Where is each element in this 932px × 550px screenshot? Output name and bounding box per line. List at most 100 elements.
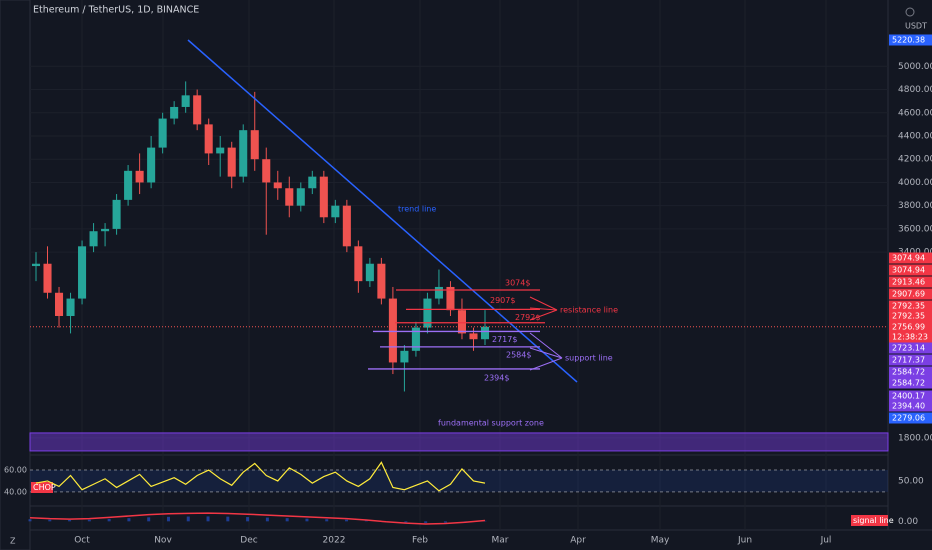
candle-body (377, 263, 386, 299)
x-tick-label: Apr (570, 536, 586, 546)
candle-body (262, 159, 271, 183)
signal-tag (851, 515, 888, 526)
price-tag (889, 288, 932, 300)
price-tag-label: 2907.69 (892, 290, 925, 299)
price-tag-label: 3074.94 (892, 254, 925, 263)
drawing: 5000.00 4800.00 4600.00 4400.00 4200.00 4000.… (4, 0, 932, 546)
price-tag-label: 2279.06 (892, 414, 925, 423)
price-tag-label: 2913.46 (892, 278, 925, 287)
candle-body (193, 95, 202, 125)
y-tick-label: 3800.00 (898, 201, 932, 211)
candle-body (331, 205, 340, 218)
price-tag-label: 2792.35 (892, 302, 925, 311)
candle-body (411, 327, 420, 351)
price-tag (889, 300, 932, 312)
arrow (529, 296, 558, 311)
resistance-label: resistance line (560, 306, 618, 315)
price-tag-label: 2717.37 (892, 356, 925, 365)
candle-body (250, 130, 259, 160)
level-label: 2907$ (490, 296, 515, 305)
arrow (529, 307, 558, 311)
chop-tag (31, 482, 53, 493)
candle-body (239, 130, 248, 177)
level-label: 2792$ (515, 313, 540, 322)
candle-body (273, 182, 282, 189)
candle-body (216, 147, 225, 154)
price-tag-label: 2756.99 (892, 323, 925, 332)
chop-band (30, 470, 888, 492)
price-tag (889, 390, 932, 402)
candle-body (101, 228, 110, 232)
candle-body (204, 124, 213, 154)
candle-body (423, 298, 432, 328)
timezone-icon[interactable]: Z (10, 537, 16, 546)
candle-body (296, 188, 305, 206)
price-tag-label: 2584.72 (892, 379, 925, 388)
price-tag-label: 2394.40 (892, 402, 925, 411)
price-tag (889, 354, 932, 366)
level-label: 2584$ (506, 350, 531, 359)
candle-body (31, 263, 41, 267)
settings-icon[interactable] (905, 7, 915, 17)
x-tick-label: May (651, 536, 670, 546)
left-toolbar[interactable] (0, 0, 31, 550)
arrow (529, 347, 563, 359)
x-tick-label: Mar (492, 536, 509, 546)
level-label: 3074$ (505, 278, 530, 287)
candle-body (285, 188, 294, 206)
chop-mid-label: 50.00 (898, 476, 924, 486)
zero-label: 0.00 (898, 517, 918, 527)
candle-body (227, 147, 236, 177)
candle-body (308, 176, 317, 189)
candle-body (434, 286, 443, 299)
support-zone (29, 432, 889, 452)
y-tick-label: 3600.00 (898, 224, 932, 234)
y-tick-label: 5000.00 (898, 62, 932, 72)
x-tick-label: 2022 (323, 536, 346, 546)
candle-body (89, 231, 98, 247)
trend-label: trend line (398, 205, 436, 214)
y-tick-label: 4200.00 (898, 155, 932, 165)
price-tag-label: 2584.72 (892, 368, 925, 377)
x-tick-label: Nov (154, 536, 172, 546)
price-tag-label: 2400.17 (892, 392, 925, 401)
level-label: 2394$ (484, 373, 509, 382)
candle-body (469, 333, 478, 340)
price-tag (889, 264, 932, 276)
price-tag (889, 34, 932, 46)
price-tag-label: 12:38:23 (892, 333, 928, 342)
x-tick-label: Oct (74, 536, 90, 546)
chop-tick-label: 60.00 (4, 466, 27, 475)
y-tick-label: 4000.00 (898, 178, 932, 188)
candle-body (388, 298, 397, 363)
signal-name: signal line (853, 516, 894, 525)
zone-label: fundamental support zone (438, 419, 544, 428)
level-label: 2717$ (492, 335, 517, 344)
x-tick-label: Feb (412, 536, 428, 546)
candle-body (181, 95, 190, 107)
symbol-title: Ethereum / TetherUS, 1D, BINANCE (33, 5, 199, 16)
signal-line (29, 512, 486, 525)
price-tag (889, 412, 932, 424)
chop-name: CHOP (33, 483, 56, 492)
arrow (529, 332, 563, 359)
y-tick-label: 4600.00 (898, 108, 932, 118)
price-tag (889, 331, 932, 343)
x-tick-label: Dec (240, 536, 257, 546)
y-tick-label: 1800.00 (898, 433, 932, 443)
candle-body (135, 170, 144, 183)
currency: USDT (905, 22, 927, 31)
price-tag (889, 400, 932, 412)
price-tag (889, 366, 932, 378)
price-tag (889, 310, 932, 322)
candle-body (54, 292, 64, 316)
support-label: support line (565, 354, 613, 363)
candle-body (66, 298, 75, 316)
x-tick-label: Jul (820, 536, 832, 546)
chop-line (35, 461, 486, 492)
candle-body (78, 246, 87, 299)
arrow (529, 309, 558, 321)
candle-body (354, 246, 363, 282)
x-tick-label: Jun (737, 536, 752, 546)
